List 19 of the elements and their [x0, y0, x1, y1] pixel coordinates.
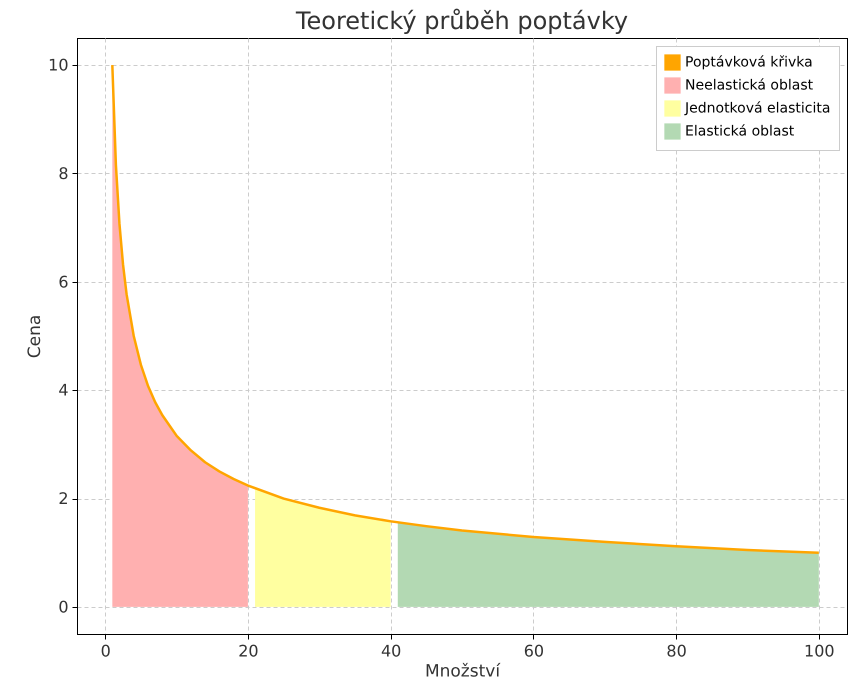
y-tick-label: 6 [58, 272, 68, 292]
legend-label: Poptávková křivka [685, 54, 813, 70]
x-tick-label: 100 [804, 642, 835, 660]
x-tick-label: 20 [238, 642, 259, 660]
legend-label: Neelastická oblast [685, 78, 814, 94]
y-axis-title: Cena [25, 314, 46, 358]
x-tick-label: 80 [666, 642, 687, 660]
y-tick-label: 2 [58, 489, 68, 508]
y-tick-label: 4 [58, 380, 68, 400]
y-tick-label: 8 [58, 164, 68, 183]
x-tick-label: 0 [100, 642, 111, 660]
x-axis-title: Množství [424, 662, 502, 682]
x-tick-label: 40 [380, 642, 402, 660]
legend-label: Jednotková elasticita [684, 100, 830, 116]
y-tick-label: 0 [58, 597, 68, 616]
y-tick-label: 10 [48, 56, 68, 75]
x-tick-label: 60 [524, 642, 544, 660]
chart-title: Teoretický průběh poptávky [294, 7, 628, 35]
legend-label: Elastická oblast [685, 124, 795, 140]
